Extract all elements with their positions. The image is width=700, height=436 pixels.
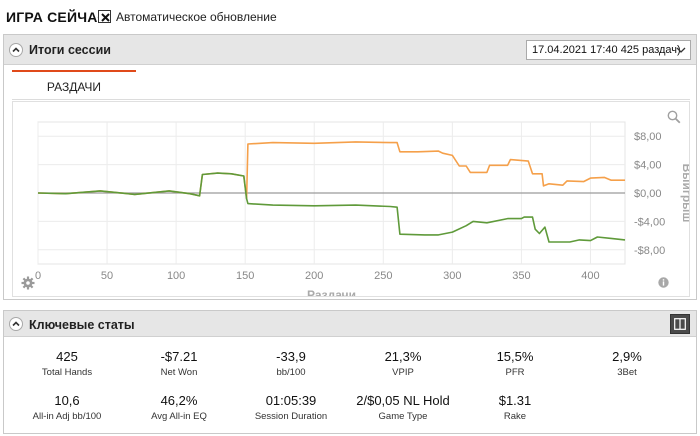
- y-axis-label: Выигрыш: [680, 164, 689, 223]
- stat-value: 01:05:39: [265, 393, 317, 408]
- stat-value: -33,9: [276, 349, 306, 364]
- chart-area: 0 50 100 150 200 250 300 350 400 $8,00 $4,00 $0,00 -…: [12, 101, 690, 297]
- y-tick-label: $4,00: [634, 160, 662, 172]
- stat-value: 425: [56, 349, 78, 364]
- series-line-green: [37, 172, 626, 243]
- stat-item: -$7.21 Net Won: [124, 349, 234, 378]
- stat-item: -33,9 bb/100: [236, 349, 346, 378]
- zoom-icon[interactable]: [667, 110, 681, 124]
- series-line-orange: [37, 141, 625, 200]
- stat-label: VPIP: [392, 367, 414, 378]
- stat-label: Rake: [503, 411, 527, 422]
- x-tick-label: 0: [35, 270, 41, 282]
- gear-icon[interactable]: [21, 276, 35, 290]
- y-tick-label: $8,00: [634, 131, 662, 143]
- stat-item: 15,5% PFR: [460, 349, 570, 378]
- collapse-session-button[interactable]: [9, 43, 23, 57]
- page-title: ИГРА СЕЙЧАС: [6, 9, 108, 25]
- stat-item: 21,3% VPIP: [348, 349, 458, 378]
- y-tick-label: $0,00: [634, 188, 662, 200]
- tab-divider: [12, 99, 690, 100]
- stat-value: 2/$0,05 NL Hold: [356, 393, 450, 408]
- x-tick-label: 150: [236, 270, 254, 282]
- stat-item: 46,2% Avg All-in EQ: [124, 393, 234, 422]
- layout-toggle-button[interactable]: [670, 314, 690, 334]
- x-tick-label: 100: [167, 270, 185, 282]
- session-select-value: 17.04.2021 17:40 425 раздач): [532, 44, 681, 56]
- stat-value: 10,6: [54, 393, 80, 408]
- columns-icon: [674, 318, 686, 330]
- stat-value: 46,2%: [160, 393, 198, 408]
- top-bar: ИГРА СЕЙЧАС Автоматическое обновление: [0, 0, 700, 34]
- stat-label: bb/100: [276, 367, 306, 378]
- x-tick-label: 50: [101, 270, 113, 282]
- stat-label: Avg All-in EQ: [151, 411, 207, 422]
- stat-value: $1.31: [498, 393, 532, 408]
- stat-item: $1.31 Rake: [460, 393, 570, 422]
- y-tick-label: -$8,00: [634, 245, 665, 257]
- stat-item: 2/$0,05 NL Hold Game Type: [348, 393, 458, 422]
- stat-label: All-in Adj bb/100: [32, 411, 102, 422]
- stats-panel-title: Ключевые статы: [29, 318, 135, 332]
- x-axis-label: Раздачи: [307, 288, 356, 296]
- stat-item: 425 Total Hands: [12, 349, 122, 378]
- stat-label: Game Type: [378, 411, 428, 422]
- x-tick-label: 250: [374, 270, 392, 282]
- stat-label: Session Duration: [254, 411, 328, 422]
- stat-label: PFR: [505, 367, 525, 378]
- info-icon[interactable]: [658, 277, 669, 288]
- session-panel-header: Итоги сессии 17.04.2021 17:40 425 раздач…: [4, 35, 696, 65]
- stat-label: 3Bet: [617, 367, 637, 378]
- key-stats-panel: Ключевые статы 425 Total Hands -$7.21 Net W…: [3, 310, 697, 434]
- stats-panel-header: Ключевые статы: [4, 311, 696, 337]
- session-select[interactable]: 17.04.2021 17:40 425 раздач): [526, 40, 691, 60]
- stat-label: Total Hands: [41, 367, 93, 378]
- tab-hands[interactable]: РАЗДАЧИ: [12, 70, 136, 100]
- chevron-up-icon: [12, 47, 20, 53]
- collapse-stats-button[interactable]: [9, 317, 23, 331]
- stat-item: 01:05:39 Session Duration: [236, 393, 346, 422]
- checkmark-x-icon: [101, 13, 110, 22]
- stat-item: 10,6 All-in Adj bb/100: [12, 393, 122, 422]
- session-results-panel: Итоги сессии 17.04.2021 17:40 425 раздач…: [3, 34, 697, 300]
- stat-value: -$7.21: [160, 349, 198, 364]
- y-tick-label: -$4,00: [634, 216, 665, 228]
- auto-update-label: Автоматическое обновление: [116, 10, 277, 24]
- stat-label: Net Won: [160, 367, 198, 378]
- stat-item: 2,9% 3Bet: [572, 349, 682, 378]
- x-tick-label: 350: [512, 270, 530, 282]
- chevron-up-icon: [12, 321, 20, 327]
- stat-value: 15,5%: [496, 349, 534, 364]
- chevron-down-icon: [676, 47, 686, 53]
- x-tick-label: 300: [443, 270, 461, 282]
- x-tick-label: 400: [581, 270, 599, 282]
- auto-update-checkbox[interactable]: [98, 10, 111, 23]
- stat-value: 21,3%: [384, 349, 422, 364]
- winnings-chart: 0 50 100 150 200 250 300 350 400 $8,00 $4,00 $0,00 -…: [35, 121, 689, 296]
- x-tick-label: 200: [305, 270, 323, 282]
- stat-value: 2,9%: [612, 349, 642, 364]
- session-panel-title: Итоги сессии: [29, 43, 111, 57]
